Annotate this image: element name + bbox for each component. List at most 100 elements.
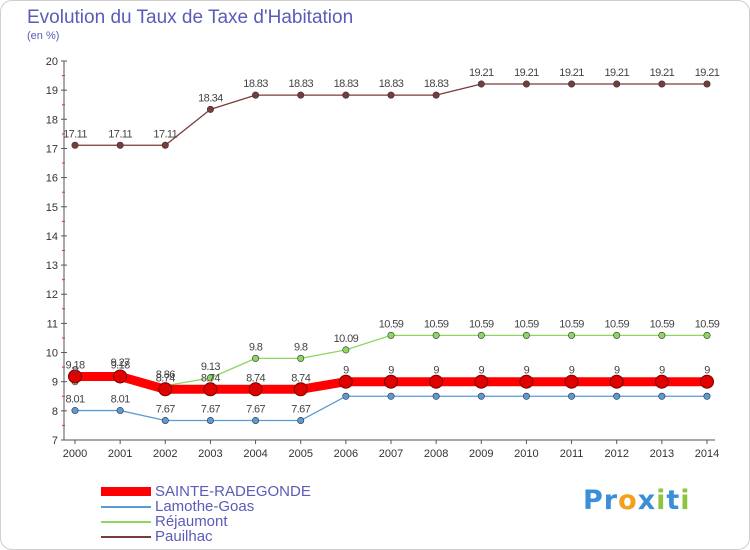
data-label: 8.74: [201, 372, 220, 384]
logo-letter: t: [666, 485, 681, 516]
data-point: [161, 141, 169, 149]
x-tick-label: 2014: [695, 448, 719, 460]
data-point: [474, 374, 489, 389]
data-point: [297, 416, 305, 424]
x-tick-label: 2004: [243, 448, 267, 460]
labels-pauilhac: 17.11 17.11 17.11 18.34 18.83 18.83 18.83 18.83…: [63, 67, 720, 140]
data-point: [609, 374, 624, 389]
data-label: 18.83: [334, 78, 359, 90]
y-tick-label: 9: [52, 377, 58, 389]
data-label: 19.21: [650, 67, 675, 79]
data-point: [658, 392, 666, 400]
data-point: [387, 392, 395, 400]
logo-letter: x: [637, 485, 657, 516]
y-tick-label: 14: [46, 231, 58, 243]
y-tick-label: 12: [46, 289, 58, 301]
y-tick-label: 11: [47, 318, 58, 330]
data-point: [700, 374, 714, 389]
data-point: [568, 392, 576, 400]
data-point: [252, 416, 260, 424]
data-point: [68, 369, 82, 384]
data-point: [203, 382, 218, 397]
data-point: [522, 392, 530, 400]
data-label: 17.11: [63, 128, 87, 140]
data-point: [477, 331, 485, 339]
data-label: 18.83: [288, 78, 313, 90]
x-tick-label: 2010: [514, 448, 538, 460]
data-point: [522, 80, 530, 88]
labels-sainte-radegonde: 9.18 9.18 8.74 8.74 8.74 8.74 9 9 9 9 9 9 9 9 9: [65, 359, 710, 384]
labels-r-jaumont: 9 9.27 8.86 9.13 9.8 9.8 10.09 10.59 10.59 10.59 1…: [72, 318, 720, 380]
data-label: 18.83: [379, 78, 404, 90]
data-point: [113, 369, 128, 384]
data-point: [703, 80, 711, 88]
data-label: 9.18: [65, 359, 84, 371]
data-label: 10.59: [695, 318, 720, 330]
data-point: [429, 374, 444, 389]
data-label: 8.86: [156, 369, 175, 381]
x-tick-label: 2003: [198, 448, 222, 460]
x-tick-label: 2009: [469, 448, 493, 460]
chart-subtitle: (en %): [27, 30, 60, 42]
legend-swatch: [101, 536, 151, 538]
data-label: 9.27: [111, 357, 130, 369]
legend-swatch: [101, 487, 151, 496]
data-label: 17.11: [153, 128, 177, 140]
data-label: 10.59: [424, 318, 449, 330]
series-sainte-radegonde: [68, 369, 714, 397]
data-point: [248, 382, 263, 397]
data-point: [613, 331, 621, 339]
data-point: [658, 331, 666, 339]
data-point: [293, 382, 308, 397]
data-label: 10.59: [604, 318, 629, 330]
data-label: 7.67: [246, 403, 265, 415]
legend-swatch: [101, 521, 151, 523]
data-label: 18.83: [424, 78, 449, 90]
data-point: [387, 331, 395, 339]
data-point: [342, 392, 350, 400]
data-point: [342, 91, 350, 99]
data-point: [477, 80, 485, 88]
legend-label: Pauilhac: [155, 528, 213, 545]
data-point: [252, 91, 260, 99]
data-point: [387, 91, 395, 99]
x-tick-label: 2002: [153, 448, 177, 460]
data-point: [703, 392, 711, 400]
data-label: 9: [388, 365, 394, 377]
data-label: 9: [433, 365, 439, 377]
data-label: 19.21: [695, 67, 720, 79]
data-label: 9: [704, 365, 710, 377]
data-point: [338, 374, 353, 389]
data-label: 18.34: [198, 92, 223, 104]
data-label: 8.01: [111, 394, 130, 406]
data-label: 9: [569, 365, 575, 377]
legend-label: SAINTE-RADEGONDE: [155, 483, 311, 500]
legend-label: Lamothe-Goas: [155, 498, 255, 515]
data-label: 7.67: [156, 403, 175, 415]
data-label: 9: [72, 365, 78, 377]
data-label: 19.21: [514, 67, 539, 79]
data-label: 10.59: [379, 318, 404, 330]
data-point: [522, 331, 530, 339]
x-tick-label: 2000: [63, 448, 87, 460]
data-point: [71, 141, 79, 149]
data-label: 9: [524, 365, 530, 377]
data-label: 8.74: [246, 372, 265, 384]
logo-letter: r: [603, 485, 619, 516]
logo-letter: i: [680, 485, 691, 516]
data-point: [158, 382, 173, 397]
data-label: 8.01: [65, 394, 84, 406]
x-tick-label: 2013: [650, 448, 674, 460]
x-tick-label: 2011: [560, 448, 584, 460]
chart-title: Evolution du Taux de Taxe d'Habitation: [27, 7, 354, 28]
x-tick-label: 2012: [604, 448, 628, 460]
logo-letter: P: [583, 485, 604, 516]
data-label: 9.13: [201, 361, 220, 373]
data-label: 10.59: [469, 318, 494, 330]
data-point: [432, 392, 440, 400]
data-point: [613, 392, 621, 400]
legend-label: Réjaumont: [155, 513, 228, 530]
data-label: 19.21: [559, 67, 584, 79]
data-label: 17.11: [108, 128, 132, 140]
